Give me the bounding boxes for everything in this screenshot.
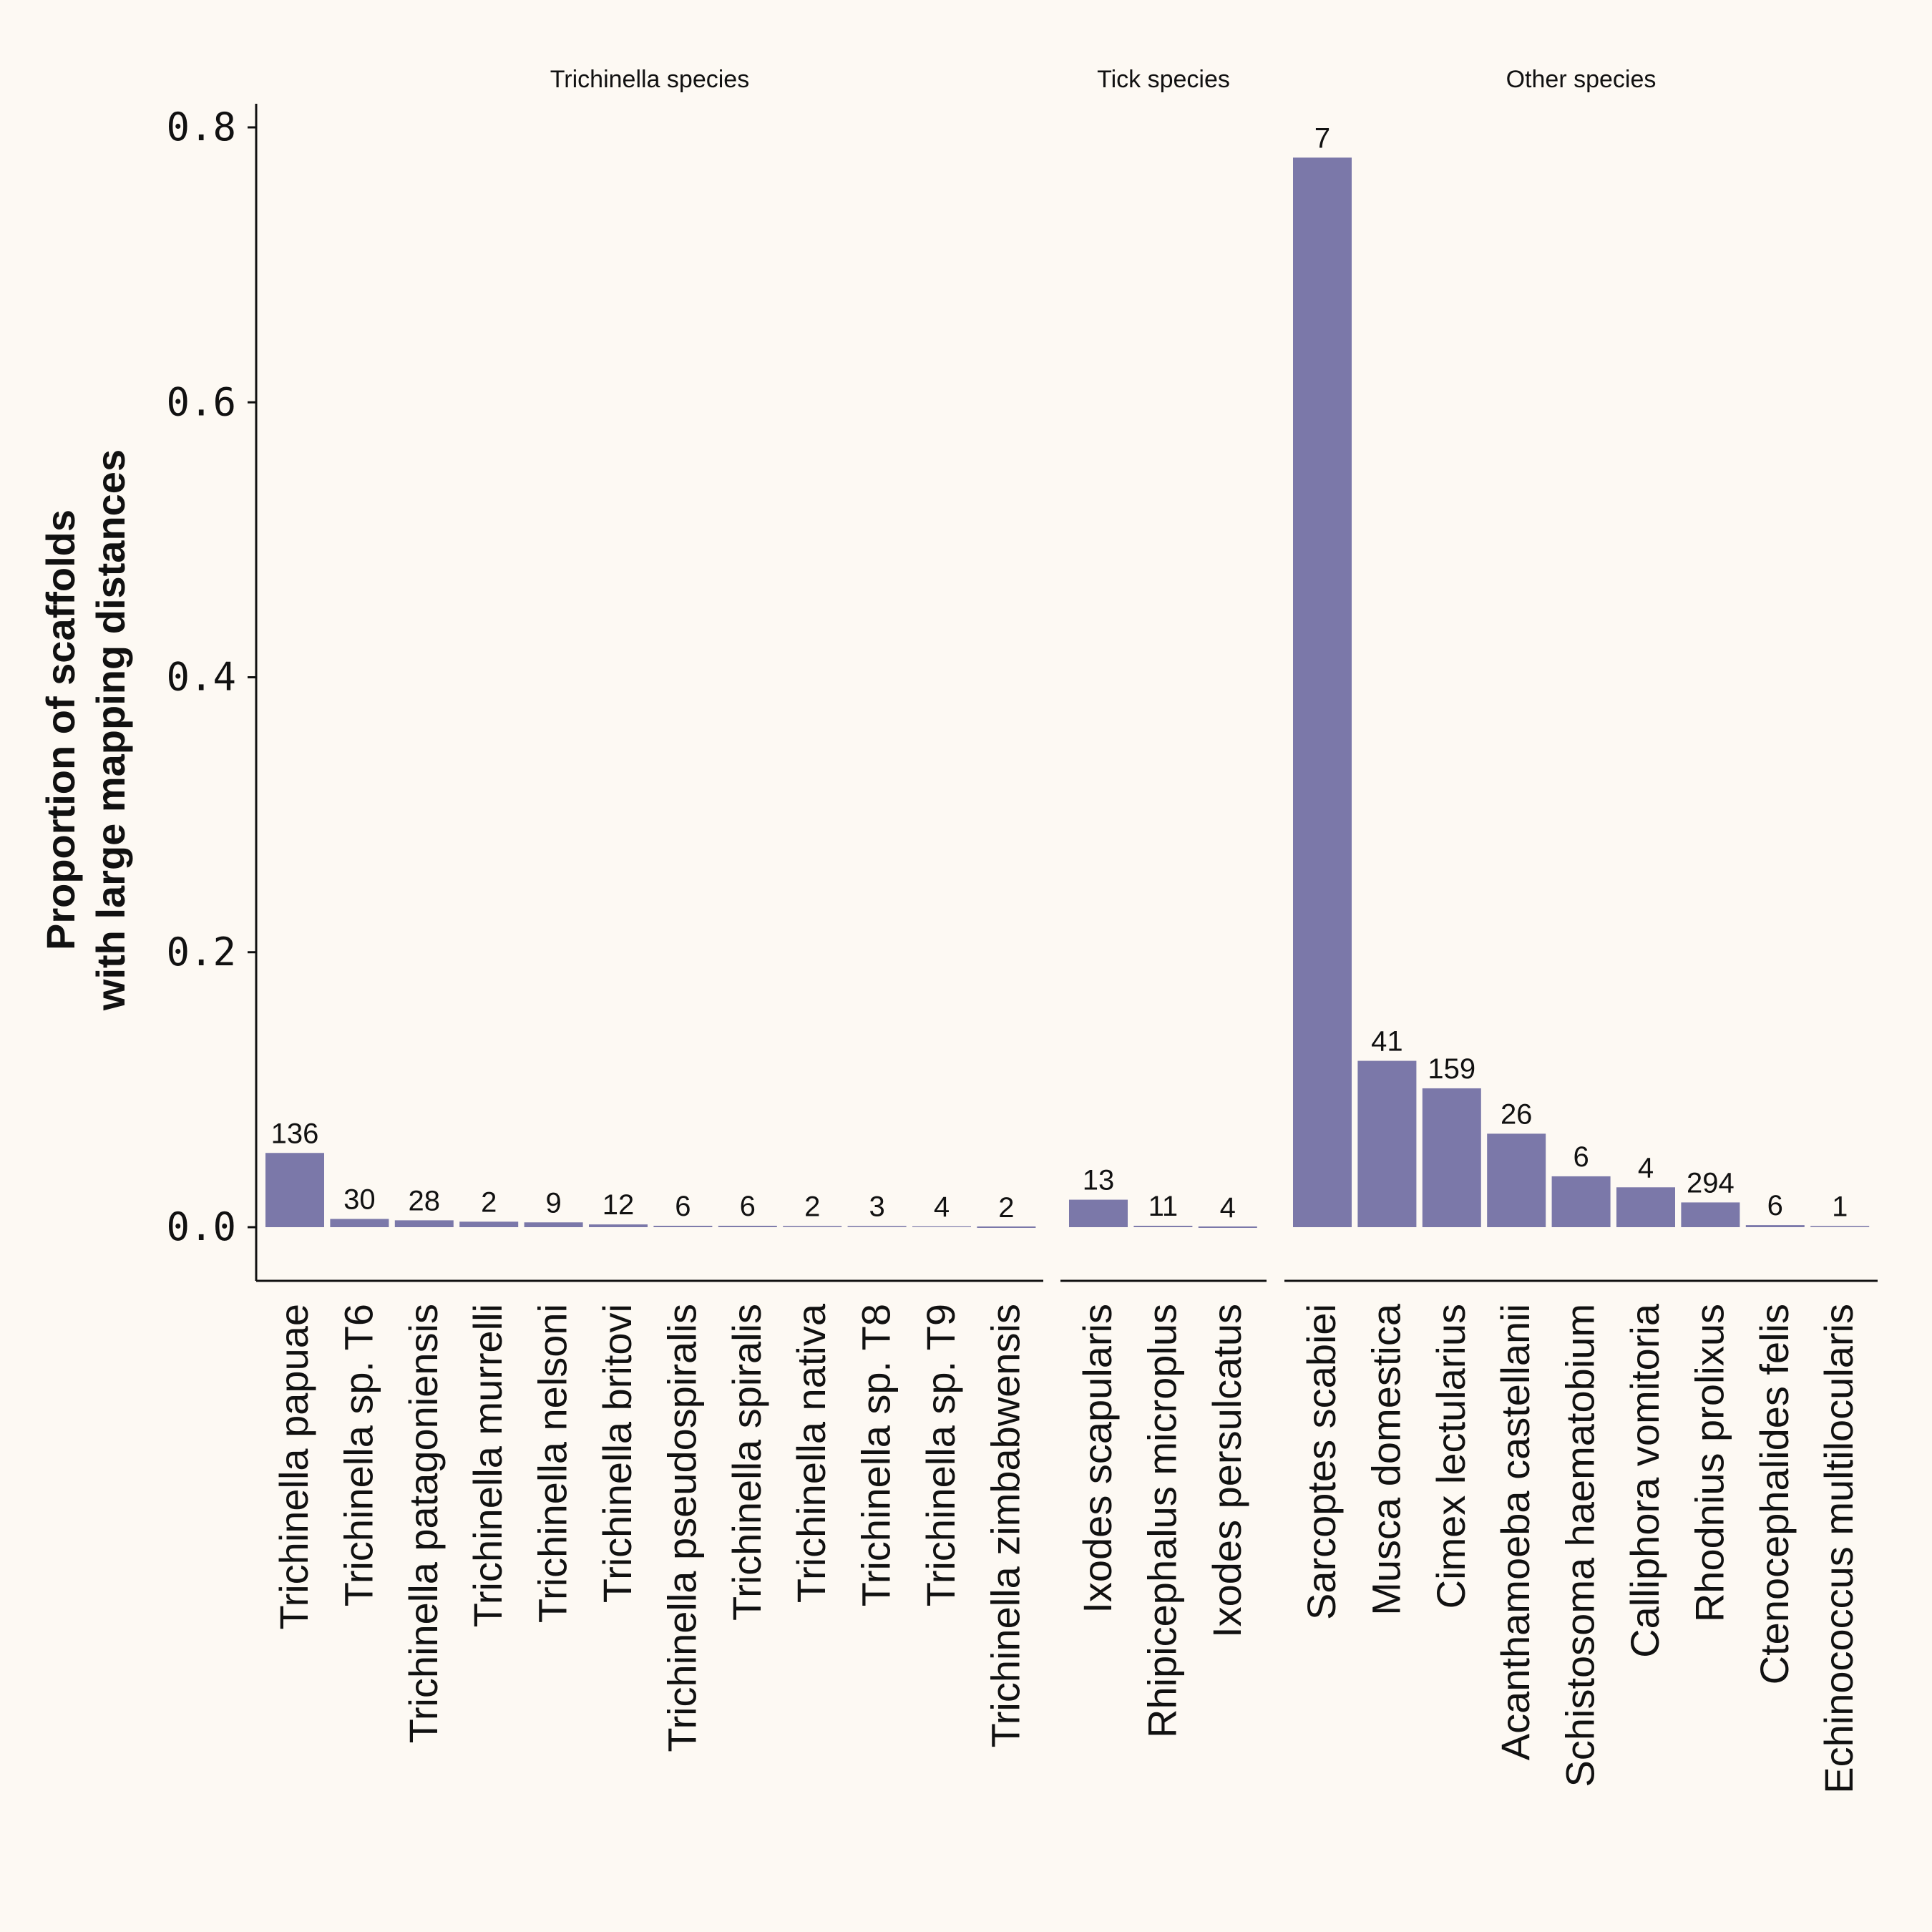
category-label: Trichinella sp. T6 xyxy=(336,1304,381,1606)
data-label: 4 xyxy=(1638,1152,1654,1184)
data-label: 13 xyxy=(1083,1165,1115,1196)
data-label: 3 xyxy=(869,1191,884,1222)
data-label: 4 xyxy=(1220,1192,1236,1224)
bar xyxy=(1069,1199,1128,1227)
category-label: Trichinella sp. T8 xyxy=(854,1304,899,1606)
category-label: Trichinella britovi xyxy=(595,1304,640,1603)
data-label: 6 xyxy=(675,1191,691,1222)
category-label: Acanthamoeba castellanii xyxy=(1493,1304,1538,1760)
category-label: Schistosoma haematobium xyxy=(1558,1304,1603,1787)
category-label: Trichinella nelsoni xyxy=(530,1304,575,1623)
bar xyxy=(847,1226,907,1227)
facet-title: Trichinella species xyxy=(550,66,749,93)
data-label: 294 xyxy=(1687,1167,1735,1199)
category-label: Sarcoptes scabiei xyxy=(1299,1304,1344,1620)
data-label: 2 xyxy=(998,1192,1014,1224)
data-label: 2 xyxy=(804,1191,820,1222)
bar xyxy=(1133,1226,1193,1227)
data-label: 1 xyxy=(1832,1191,1848,1222)
data-label: 28 xyxy=(409,1185,441,1216)
data-label: 7 xyxy=(1314,122,1330,154)
category-label: Trichinella papuae xyxy=(271,1304,316,1630)
bar xyxy=(330,1219,389,1227)
bar xyxy=(394,1220,454,1227)
facet-0: Trichinella species 136 Trichinella papuae… xyxy=(256,66,1043,1752)
data-label: 2 xyxy=(481,1186,497,1218)
bar xyxy=(912,1226,971,1227)
data-label: 26 xyxy=(1501,1098,1533,1130)
bar xyxy=(1357,1060,1417,1227)
category-label: Ctenocephalides felis xyxy=(1752,1304,1797,1684)
category-label: Trichinella sp. T9 xyxy=(918,1304,963,1606)
bar xyxy=(1422,1088,1481,1227)
bar xyxy=(1487,1133,1546,1227)
category-label: Echinococcus multilocularis xyxy=(1816,1304,1861,1794)
category-label: Musca domestica xyxy=(1363,1303,1408,1616)
y-axis-ticks: 0.0 0.2 0.4 0.6 0.8 xyxy=(166,104,256,1249)
category-label: Trichinella patagoniensis xyxy=(401,1304,446,1743)
category-label: Trichinella nativa xyxy=(789,1303,834,1603)
category-label: Trichinella murrelli xyxy=(465,1304,510,1627)
bar xyxy=(1810,1226,1870,1227)
bar xyxy=(718,1226,777,1227)
category-label: Trichinella pseudospiralis xyxy=(659,1304,704,1752)
y-tick-label: 0.8 xyxy=(166,104,236,150)
category-label: Rhodnius prolixus xyxy=(1687,1304,1732,1622)
data-label: 6 xyxy=(1573,1141,1589,1173)
y-tick-label: 0.4 xyxy=(166,655,236,700)
data-label: 6 xyxy=(1767,1190,1783,1221)
bar xyxy=(1681,1202,1740,1227)
category-label: Trichinella zimbabwensis xyxy=(982,1304,1028,1747)
category-label: Trichinella spiralis xyxy=(724,1304,769,1621)
bar xyxy=(783,1226,842,1227)
data-label: 6 xyxy=(740,1191,756,1222)
bar xyxy=(1745,1225,1805,1227)
bar xyxy=(265,1153,324,1227)
data-label: 4 xyxy=(934,1191,950,1223)
category-label: Calliphora vomitoria xyxy=(1622,1303,1667,1658)
data-label: 136 xyxy=(271,1118,319,1149)
facet-title: Other species xyxy=(1506,66,1657,93)
bar xyxy=(459,1221,519,1227)
category-label: Ixodes persulcatus xyxy=(1204,1304,1249,1638)
data-label: 159 xyxy=(1428,1053,1475,1085)
facet-title: Tick species xyxy=(1097,66,1230,93)
bar xyxy=(1293,157,1352,1228)
category-label: Ixodes scapularis xyxy=(1075,1304,1120,1614)
data-label: 9 xyxy=(545,1187,561,1219)
y-axis-label-line-1: Proportion of scaffolds xyxy=(38,509,83,950)
data-label: 30 xyxy=(343,1184,376,1215)
bar xyxy=(653,1226,713,1227)
bar xyxy=(1616,1187,1675,1227)
facet-1: Tick species 13 Ixodes scapularis 11 Rhipice… xyxy=(1060,66,1267,1738)
y-tick-label: 0.0 xyxy=(166,1204,236,1249)
bar xyxy=(589,1224,648,1227)
data-label: 12 xyxy=(602,1189,635,1221)
y-tick-label: 0.2 xyxy=(166,930,236,975)
category-label: Cimex lectularius xyxy=(1428,1304,1473,1609)
bar xyxy=(1551,1176,1611,1227)
category-label: Rhipicephalus microplus xyxy=(1139,1304,1184,1738)
y-axis-label-line-2: with large mapping distances xyxy=(88,449,133,1011)
data-label: 11 xyxy=(1148,1191,1179,1222)
data-label: 41 xyxy=(1371,1026,1403,1058)
bar xyxy=(524,1222,583,1227)
y-tick-label: 0.6 xyxy=(166,379,236,424)
